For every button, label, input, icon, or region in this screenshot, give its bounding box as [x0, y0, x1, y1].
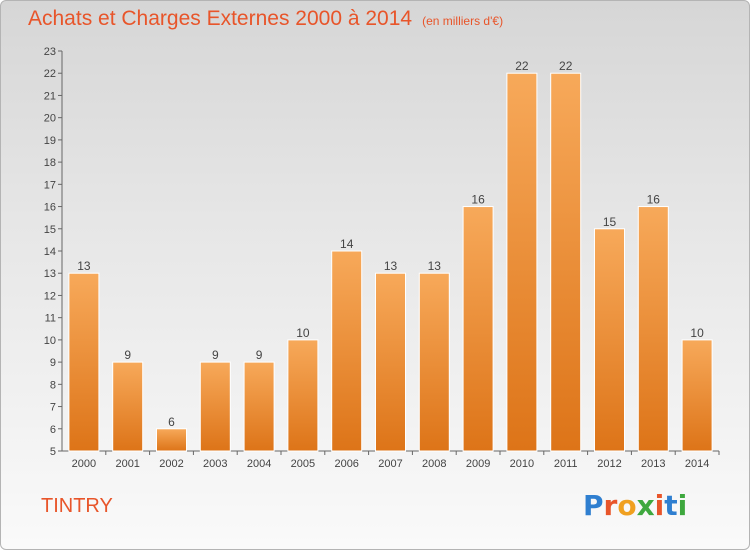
bar-2010 [507, 73, 537, 451]
data-label-2004: 9 [256, 348, 263, 362]
y-tick-label: 7 [50, 402, 56, 414]
x-axis: 2000 2001 2002 2003 2004 2005 2006 2007 2008 2009… [62, 451, 719, 470]
logo-letter: x [637, 489, 655, 522]
logo-letter: i [678, 489, 688, 522]
bar-2014 [682, 340, 712, 451]
x-tick-label: 2008 [422, 458, 446, 470]
y-axis: 5 6 7 8 9 10 11 12 13 14 15 16 17 18 19 20 21 22 23 [44, 46, 62, 458]
x-tick-label: 2009 [466, 458, 490, 470]
y-tick-label: 9 [50, 357, 56, 369]
y-tick-label: 5 [50, 446, 56, 458]
bar-chart: 567891011121314151617181920212223 2000 20… [1, 1, 749, 549]
logo-letter: P [583, 489, 604, 522]
x-tick-label: 2007 [378, 458, 402, 470]
logo-letter: i [655, 489, 665, 522]
bar-2005 [288, 340, 318, 451]
y-tick-label: 22 [44, 68, 56, 80]
data-label-2003: 9 [212, 348, 219, 362]
data-label-2008: 13 [428, 259, 442, 273]
x-tick-label: 2002 [159, 458, 183, 470]
commune-name: TINTRY [41, 495, 113, 518]
bar-2000 [69, 273, 99, 451]
data-label-2012: 15 [603, 215, 617, 229]
data-label-2010: 22 [515, 59, 529, 73]
x-tick-label: 2005 [291, 458, 315, 470]
x-tick-label: 2013 [641, 458, 665, 470]
data-label-2014: 10 [690, 326, 704, 340]
x-tick-label: 2000 [72, 458, 96, 470]
bar-2002 [157, 429, 187, 451]
y-tick-label: 21 [44, 90, 56, 102]
bar-2013 [638, 207, 668, 451]
bar-2006 [332, 251, 362, 451]
y-tick-label: 16 [44, 202, 56, 214]
data-label-2011: 22 [559, 59, 573, 73]
bar-2011 [551, 73, 581, 451]
bar-2004 [244, 362, 274, 451]
x-tick-label: 2011 [554, 458, 578, 470]
y-tick-label: 18 [44, 157, 56, 169]
bar-2007 [376, 273, 406, 451]
x-tick-label: 2014 [685, 458, 709, 470]
data-label-2005: 10 [296, 326, 310, 340]
y-tick-label: 8 [50, 379, 56, 391]
y-tick-label: 20 [44, 113, 56, 125]
bar-2012 [595, 229, 625, 451]
y-tick-label: 14 [44, 246, 56, 258]
bar-2001 [113, 362, 143, 451]
bar-2003 [200, 362, 230, 451]
data-label-2013: 16 [647, 193, 661, 207]
x-tick-label: 2010 [510, 458, 534, 470]
chart-frame: Achats et Charges Externes 2000 à 2014 (e… [0, 0, 750, 550]
y-tick-label: 6 [50, 424, 56, 436]
bar-2009 [463, 207, 493, 451]
bar-2008 [419, 273, 449, 451]
y-tick-label: 23 [44, 46, 56, 58]
data-label-2002: 6 [168, 415, 175, 429]
logo-letter: r [604, 489, 618, 522]
x-tick-label: 2012 [597, 458, 621, 470]
proxiti-logo[interactable]: Proxiti [583, 489, 687, 522]
data-label-2007: 13 [384, 259, 398, 273]
y-tick-label: 19 [44, 135, 56, 147]
data-label-2009: 16 [471, 193, 485, 207]
y-tick-label: 15 [44, 224, 56, 236]
x-tick-label: 2003 [203, 458, 227, 470]
y-tick-label: 10 [44, 335, 56, 347]
x-tick-label: 2004 [247, 458, 271, 470]
y-tick-label: 11 [45, 313, 56, 325]
x-tick-label: 2001 [115, 458, 139, 470]
y-tick-label: 13 [44, 268, 56, 280]
data-label-2006: 14 [340, 237, 354, 251]
y-tick-label: 12 [44, 290, 56, 302]
data-label-2001: 9 [124, 348, 131, 362]
y-tick-label: 17 [44, 179, 56, 191]
x-tick-label: 2006 [334, 458, 358, 470]
logo-letter: o [617, 489, 636, 522]
data-label-2000: 13 [77, 259, 91, 273]
logo-letter: t [664, 489, 677, 522]
